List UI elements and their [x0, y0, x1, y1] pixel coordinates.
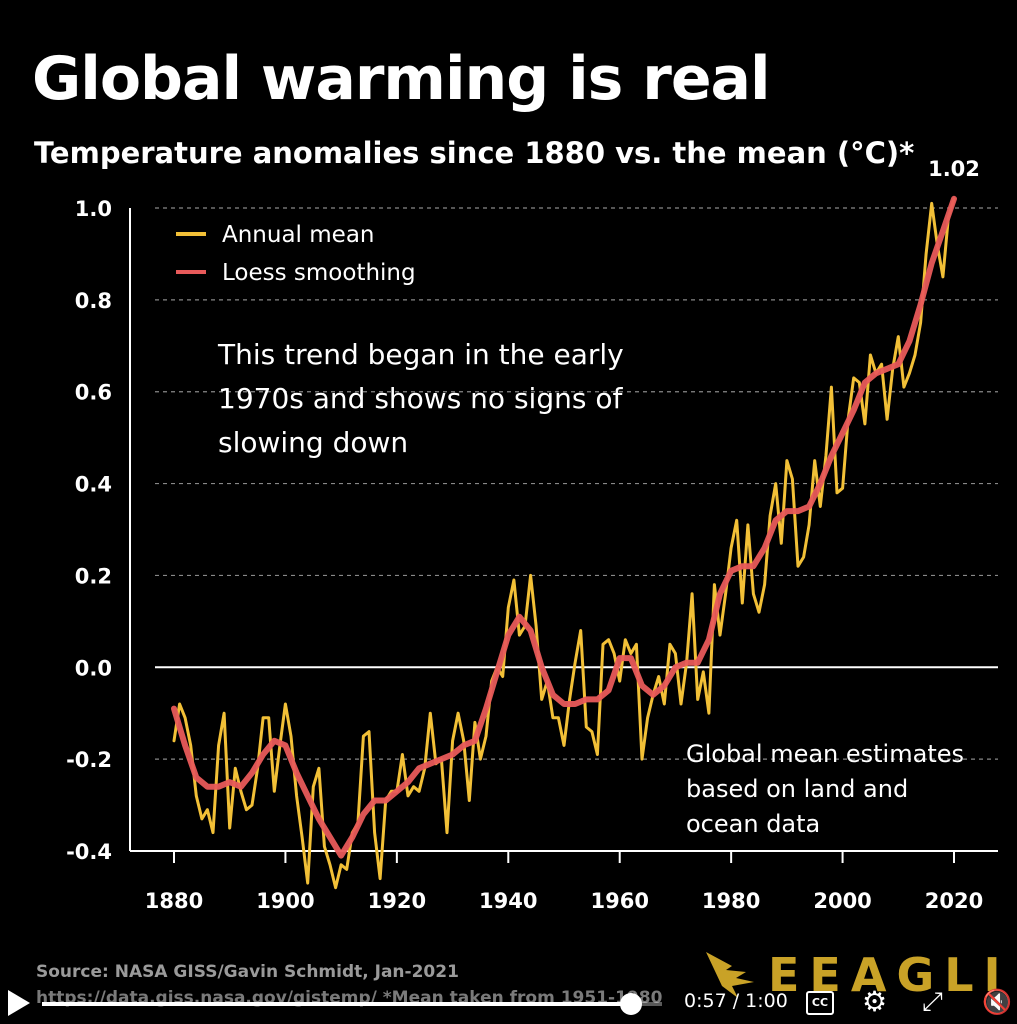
gear-icon[interactable]: ⚙ [862, 985, 888, 1018]
mute-icon[interactable]: 🔇 [982, 988, 1012, 1016]
x-tick-labels: 1880 1900 1920 1940 1960 1980 2000 2020 [145, 889, 983, 913]
y-tick-label: 1.0 [75, 197, 112, 221]
last-value-label: 1.02 [928, 157, 980, 181]
y-tick-label: -0.2 [66, 748, 112, 772]
data-note-line: Global mean estimates [686, 740, 964, 768]
grid-lines [155, 207, 998, 760]
y-tick-label: -0.4 [66, 840, 112, 864]
data-note-annotation: Global mean estimates based on land and … [686, 737, 996, 842]
trend-annotation-line: This trend began in the early [218, 338, 624, 371]
x-tick-label: 1940 [479, 889, 537, 913]
source-credit: Source: NASA GISS/Gavin Schmidt, Jan-202… [36, 962, 459, 982]
x-tick-label: 1880 [145, 889, 203, 913]
y-tick-label: 0.2 [75, 564, 112, 588]
legend-label: Annual mean [222, 222, 375, 248]
chart-subtitle: Temperature anomalies since 1880 vs. the… [34, 136, 915, 170]
x-tick-label: 2000 [813, 889, 871, 913]
y-tick-label: 0.6 [75, 381, 112, 405]
temperature-chart: -0.4-0.20.00.20.40.60.81.0 1880 1900 1920 1… [66, 157, 998, 913]
y-tick-labels: -0.4 -0.2 0.0 0.2 0.4 0.6 0.8 1.0 [66, 197, 112, 864]
x-tick-label: 1900 [256, 889, 314, 913]
loess-smoothing-line [171, 195, 957, 859]
trend-annotation: This trend began in the early 1970s and … [218, 333, 678, 465]
y-tick-label: 0.4 [75, 473, 112, 497]
video-controls: 0:57 / 1:00 CC ⚙ ⤢ 🔇 [0, 980, 1017, 1024]
fullscreen-icon[interactable]: ⤢ [922, 987, 943, 1017]
trend-annotation-line: slowing down [218, 426, 409, 459]
legend-label: Loess smoothing [222, 260, 416, 286]
trend-annotation-line: 1970s and shows no signs of [218, 382, 623, 415]
time-display: 0:57 / 1:00 [684, 990, 788, 1012]
x-tick-label: 1980 [702, 889, 760, 913]
chart-series [171, 195, 957, 890]
data-note-line: based on land and [686, 775, 909, 803]
cc-icon[interactable]: CC [806, 991, 834, 1015]
play-icon[interactable] [8, 990, 30, 1016]
x-tick-label: 1960 [590, 889, 648, 913]
chart-legend: Annual mean Loess smoothing [176, 222, 416, 286]
y-tick-label: 0.0 [75, 656, 112, 680]
x-tick-label: 1920 [368, 889, 426, 913]
page-title: Global warming is real [32, 44, 771, 114]
data-note-line: ocean data [686, 810, 821, 838]
seek-progress [42, 1002, 631, 1006]
seek-thumb[interactable] [620, 993, 642, 1015]
eagle-icon [706, 952, 754, 998]
x-tick-label: 2020 [925, 889, 983, 913]
chart-axes [129, 208, 998, 863]
seek-bar[interactable] [42, 993, 662, 1015]
y-tick-label: 0.8 [75, 289, 112, 313]
